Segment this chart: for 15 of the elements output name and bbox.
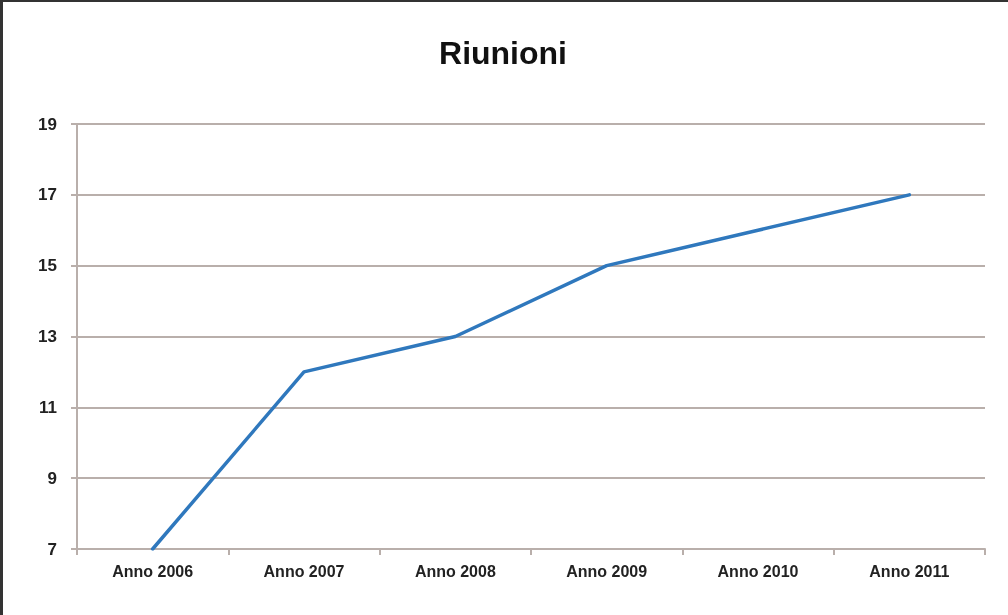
x-tick-label: Anno 2007 bbox=[263, 562, 345, 580]
x-tick-label: Anno 2009 bbox=[566, 562, 648, 580]
x-tick-label: Anno 2008 bbox=[414, 562, 496, 580]
y-tick-label: 7 bbox=[47, 539, 57, 559]
y-tick-label: 11 bbox=[39, 397, 57, 417]
y-tick-label: 15 bbox=[38, 256, 57, 276]
x-tick-label: Anno 2006 bbox=[112, 562, 194, 580]
line-series bbox=[150, 193, 912, 551]
y-tick-label: 13 bbox=[38, 327, 57, 346]
y-tick-label: 17 bbox=[38, 185, 57, 205]
x-tick-label: Anno 2011 bbox=[869, 562, 950, 580]
y-tick-label: 9 bbox=[47, 468, 57, 488]
x-tick-label: Anno 2010 bbox=[717, 562, 799, 580]
chart-title: Riunioni bbox=[439, 35, 567, 71]
y-tick-label: 19 bbox=[38, 114, 57, 134]
